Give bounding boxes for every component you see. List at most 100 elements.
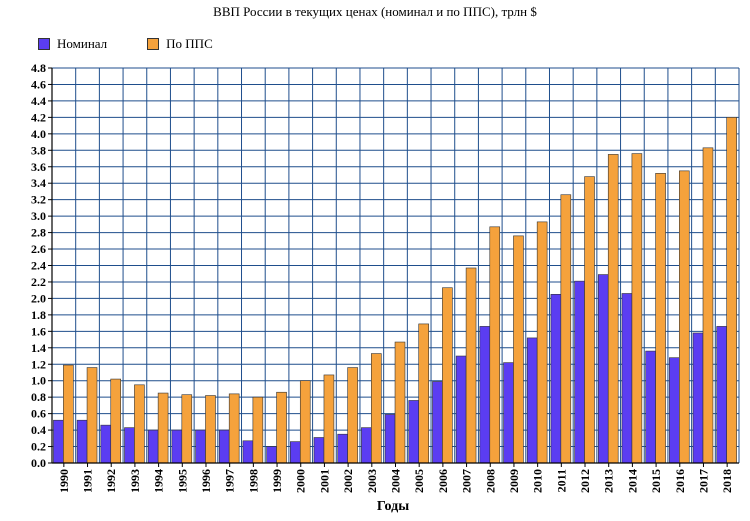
bar-ppp <box>299 380 311 464</box>
bar-nominal <box>479 326 491 464</box>
bar-ppp <box>157 392 169 464</box>
x-axis-label: Годы <box>376 499 410 514</box>
y-tick-label: 0.0 <box>31 456 46 470</box>
x-tick-label: 2011 <box>554 469 568 492</box>
x-tick-label: 2016 <box>673 469 687 493</box>
bar-ppp <box>465 267 477 464</box>
chart-title: ВВП России в текущих ценах (номинал и по… <box>213 4 537 19</box>
y-tick-label: 0.4 <box>31 423 46 437</box>
y-tick-label: 4.4 <box>31 94 46 108</box>
x-tick-label: 1995 <box>175 469 189 493</box>
bar-nominal <box>337 433 348 464</box>
bar-ppp <box>323 374 335 464</box>
bar-ppp <box>371 353 382 464</box>
x-tick-label: 1991 <box>81 469 95 493</box>
legend-swatch-nominal <box>38 38 50 50</box>
bar-nominal <box>242 440 254 464</box>
legend-label-ppp: По ППС <box>166 36 213 51</box>
x-tick-label: 2002 <box>341 469 355 493</box>
bar-nominal <box>455 355 467 464</box>
bar-nominal <box>124 427 135 464</box>
x-tick-label: 1993 <box>128 469 142 493</box>
x-tick-label: 2009 <box>507 469 521 493</box>
legend-item-ppp: По ППС <box>147 36 213 52</box>
bar-nominal <box>384 414 396 464</box>
bar-ppp <box>418 323 429 464</box>
x-tick-label: 2007 <box>460 469 474 493</box>
bar-nominal <box>290 441 301 464</box>
x-tick-label: 2000 <box>294 469 308 493</box>
bar-ppp <box>134 384 145 464</box>
y-tick-label: 3.2 <box>31 193 46 207</box>
y-tick-label: 3.4 <box>31 176 46 190</box>
x-tick-label: 2014 <box>625 469 639 493</box>
x-tick-label: 1999 <box>270 469 284 493</box>
y-tick-label: 1.4 <box>31 341 46 355</box>
bar-ppp <box>442 287 453 464</box>
bar-nominal <box>503 362 514 464</box>
bar-ppp <box>276 391 287 464</box>
x-tick-label: 2018 <box>720 469 734 493</box>
bar-nominal <box>147 429 159 464</box>
bar-nominal <box>266 446 277 464</box>
x-tick-label: 1996 <box>199 469 213 493</box>
y-tick-label: 3.6 <box>31 160 46 174</box>
x-tick-label: 2004 <box>389 469 403 493</box>
y-tick-label: 4.0 <box>31 127 46 141</box>
y-tick-label: 0.6 <box>31 407 46 421</box>
x-tick-label: 2001 <box>317 469 331 493</box>
legend-swatch-ppp <box>147 38 160 50</box>
x-tick-label: 2008 <box>483 469 497 493</box>
bar-nominal <box>53 419 64 464</box>
bar-nominal <box>171 429 183 464</box>
bar-ppp <box>607 154 619 464</box>
bar-ppp <box>631 153 643 464</box>
y-tick-label: 3.8 <box>31 143 46 157</box>
bar-ppp <box>181 394 193 464</box>
bar-ppp <box>655 173 666 464</box>
x-tick-label: 1998 <box>246 469 260 493</box>
x-tick-label: 2010 <box>531 469 545 493</box>
y-tick-label: 3.0 <box>31 209 46 223</box>
bar-ppp <box>347 367 358 464</box>
y-tick-label: 0.2 <box>31 440 46 454</box>
bar-ppp <box>513 235 524 464</box>
y-tick-label: 1.0 <box>31 374 46 388</box>
y-tick-label: 4.8 <box>31 61 46 75</box>
bar-ppp <box>63 364 74 464</box>
bar-nominal <box>645 350 656 464</box>
x-tick-label: 2017 <box>696 469 710 493</box>
y-tick-label: 2.8 <box>31 226 46 240</box>
legend-label-nominal: Номинал <box>57 36 108 51</box>
bar-ppp <box>560 194 572 464</box>
bar-nominal <box>408 400 420 464</box>
y-tick-label: 0.8 <box>31 390 46 404</box>
y-tick-label: 1.2 <box>31 357 46 371</box>
legend-item-nominal: Номинал <box>38 36 107 52</box>
x-tick-label: 2003 <box>365 469 379 493</box>
bar-nominal <box>526 337 538 464</box>
bar-nominal <box>100 424 112 464</box>
bar-ppp <box>702 147 714 464</box>
y-tick-label: 2.0 <box>31 291 46 305</box>
legend: Номинал По ППС <box>38 36 213 52</box>
bar-nominal <box>597 274 609 464</box>
bar-ppp <box>536 221 548 464</box>
x-tick-label: 2015 <box>649 469 663 493</box>
bar-ppp <box>726 117 737 464</box>
bar-ppp <box>679 170 690 464</box>
x-tick-label: 1992 <box>104 469 118 493</box>
bar-ppp <box>394 341 406 464</box>
y-tick-label: 1.8 <box>31 308 46 322</box>
bar-nominal <box>76 419 88 464</box>
x-tick-label: 2006 <box>436 469 450 493</box>
y-tick-label: 2.6 <box>31 242 46 256</box>
bar-ppp <box>86 367 98 464</box>
bar-nominal <box>621 293 633 464</box>
bar-nominal <box>361 427 372 464</box>
x-tick-label: 1997 <box>223 469 237 493</box>
bar-ppp <box>584 176 595 464</box>
bar-nominal <box>195 429 206 464</box>
bar-nominal <box>218 429 230 464</box>
y-tick-label: 1.6 <box>31 324 46 338</box>
